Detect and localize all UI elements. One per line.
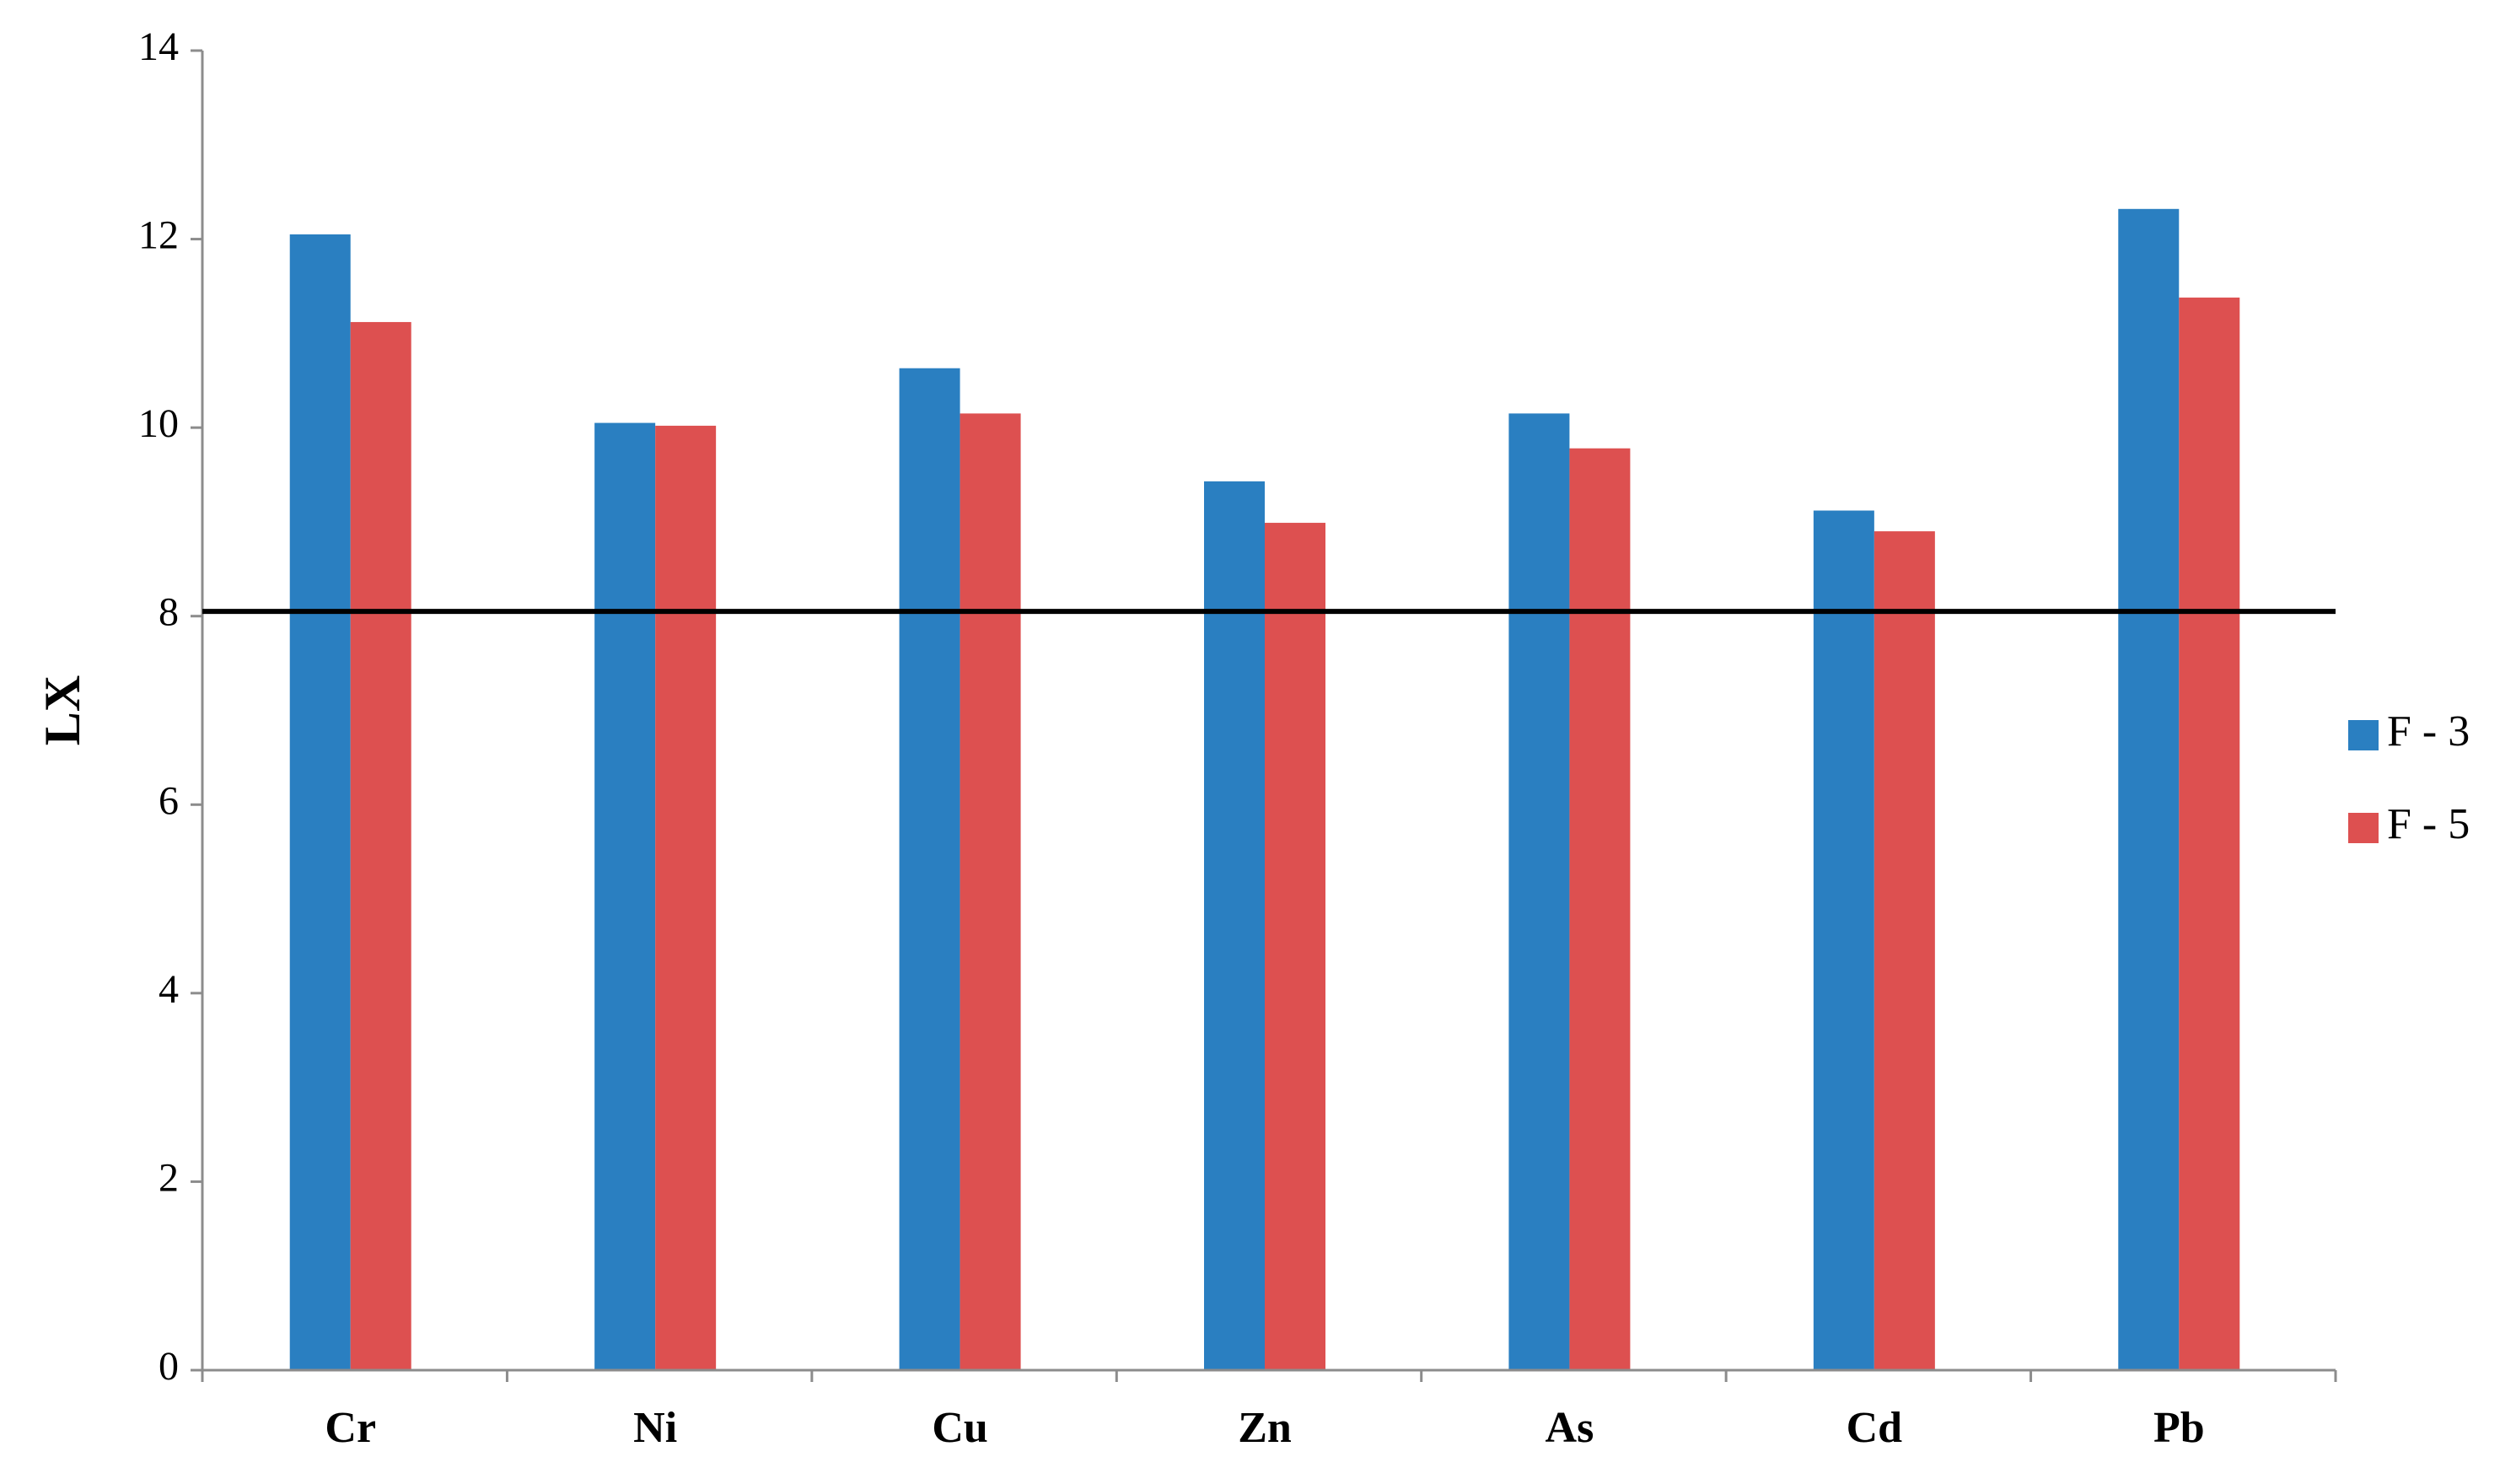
bar-cr-series-1 — [289, 234, 351, 1370]
y-tick-label: 6 — [159, 778, 179, 823]
bar-cu-series-2 — [960, 413, 1021, 1370]
bar-cd-series-2 — [1874, 531, 1935, 1370]
legend: F - 3 F - 5 — [2348, 707, 2470, 848]
bar-pb-series-1 — [2118, 208, 2180, 1370]
bars — [289, 208, 2240, 1371]
y-tick-label: 2 — [159, 1155, 179, 1200]
x-category-label: Cd — [1847, 1404, 1903, 1452]
x-category-label: As — [1546, 1404, 1594, 1452]
x-category-label: Ni — [633, 1404, 677, 1452]
y-tick-label: 0 — [159, 1344, 179, 1389]
bar-as-series-1 — [1508, 413, 1570, 1370]
legend-label: F - 5 — [2387, 800, 2470, 848]
bar-ni-series-1 — [594, 422, 656, 1370]
bar-as-series-2 — [1569, 448, 1631, 1370]
legend-label: F - 3 — [2387, 707, 2470, 755]
y-tick-label: 4 — [159, 967, 179, 1012]
legend-swatch — [2348, 813, 2379, 843]
x-axis-categories: Cr Ni Cu Zn As Cd Pb — [325, 1404, 2204, 1452]
y-axis-title-group: LX — [35, 675, 90, 745]
y-axis-ticks: 0 2 4 6 8 10 12 14 — [138, 24, 202, 1389]
bar-zn-series-2 — [1265, 523, 1325, 1370]
x-category-label: Cr — [325, 1404, 376, 1452]
axes — [201, 51, 2337, 1382]
y-tick-label: 8 — [159, 590, 179, 635]
x-category-label: Pb — [2153, 1404, 2205, 1452]
x-category-label: Cu — [932, 1404, 987, 1452]
bar-zn-series-1 — [1204, 481, 1265, 1370]
bar-cu-series-1 — [899, 368, 960, 1370]
x-category-label: Zn — [1238, 1404, 1292, 1452]
y-tick-label: 14 — [138, 24, 179, 69]
y-tick-label: 10 — [138, 401, 179, 446]
y-tick-label: 12 — [138, 213, 179, 258]
legend-swatch — [2348, 720, 2379, 750]
bar-cr-series-2 — [350, 321, 411, 1370]
bar-pb-series-2 — [2179, 297, 2240, 1371]
bar-ni-series-2 — [655, 425, 717, 1371]
bar-cd-series-1 — [1813, 510, 1874, 1370]
y-axis-title: LX — [35, 675, 90, 745]
